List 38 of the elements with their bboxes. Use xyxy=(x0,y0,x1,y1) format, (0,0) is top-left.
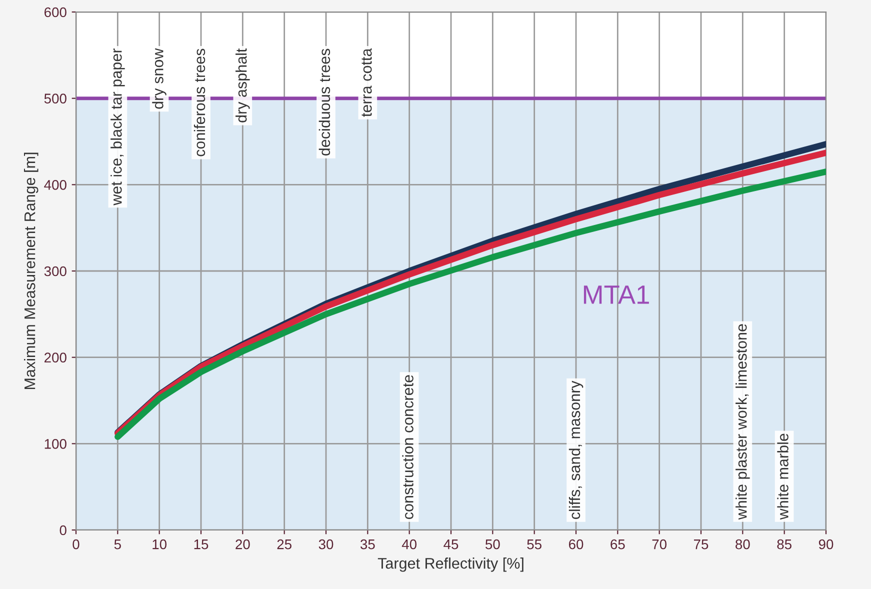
annotation: dry snow xyxy=(152,48,166,109)
y-tick-label: 600 xyxy=(44,7,66,18)
x-tick-label: 60 xyxy=(568,539,584,550)
x-tick-label: 70 xyxy=(652,539,667,550)
x-tick-label: 15 xyxy=(194,540,208,550)
y-tick-label: 400 xyxy=(44,180,66,190)
x-tick-label: 35 xyxy=(360,539,375,550)
y-axis-title: Maximum Measurement Range [m] xyxy=(24,152,38,390)
annotation: deciduous trees xyxy=(318,48,330,156)
annotation: white plaster work, limestone xyxy=(736,324,750,520)
annotation: construction concrete xyxy=(402,375,414,519)
annotation: cliffs, sand, masonry xyxy=(568,380,584,519)
y-tick-label: 0 xyxy=(60,525,66,536)
x-tick-label: 45 xyxy=(444,540,458,550)
x-tick-label: 90 xyxy=(818,539,834,550)
x-tick-label: 10 xyxy=(152,539,167,550)
y-tick-label: 200 xyxy=(44,352,66,363)
x-tick-label: 65 xyxy=(610,539,625,550)
x-tick-label: 55 xyxy=(527,540,542,550)
annotation: coniferous trees xyxy=(194,48,206,156)
annotation: white marble xyxy=(777,434,788,520)
x-tick-label: 75 xyxy=(694,540,708,550)
x-tick-label: 80 xyxy=(736,539,750,550)
x-tick-label: 50 xyxy=(486,539,500,550)
annotation: wet ice, black tar paper xyxy=(110,48,125,206)
x-axis-title: Target Reflectivity [%] xyxy=(378,558,524,572)
y-tick-label: 300 xyxy=(44,266,66,276)
x-tick-label: 20 xyxy=(236,539,250,550)
y-tick-label: 100 xyxy=(44,439,66,449)
x-tick-label: 85 xyxy=(777,539,792,550)
annotation: dry asphalt xyxy=(236,48,250,122)
x-tick-label: 0 xyxy=(72,539,80,550)
x-tick-label: 5 xyxy=(114,540,121,550)
x-tick-label: 40 xyxy=(402,539,417,550)
x-tick-label: 25 xyxy=(277,539,292,550)
y-tick-label: 500 xyxy=(44,94,66,104)
x-tick-label: 30 xyxy=(318,539,334,550)
annotation: terra cotta xyxy=(362,48,372,117)
